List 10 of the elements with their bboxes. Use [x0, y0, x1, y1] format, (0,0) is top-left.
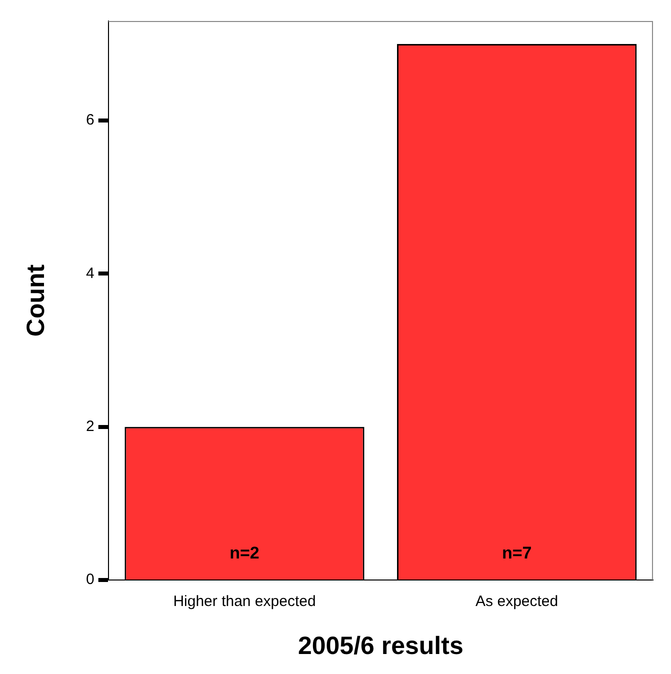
data-label: n=7 — [502, 544, 532, 563]
y-tick-label: 6 — [86, 112, 94, 129]
x-axis-title: 2005/6 results — [298, 632, 464, 660]
y-axis-title: Count — [22, 264, 50, 337]
y-tick-label: 0 — [86, 571, 94, 588]
x-tick-label: Higher than expected — [173, 593, 316, 610]
y-tick-label: 4 — [86, 264, 94, 282]
data-label: n=2 — [230, 544, 260, 563]
x-tick-label: As expected — [476, 593, 558, 610]
y-tick-label: 2 — [86, 418, 94, 435]
